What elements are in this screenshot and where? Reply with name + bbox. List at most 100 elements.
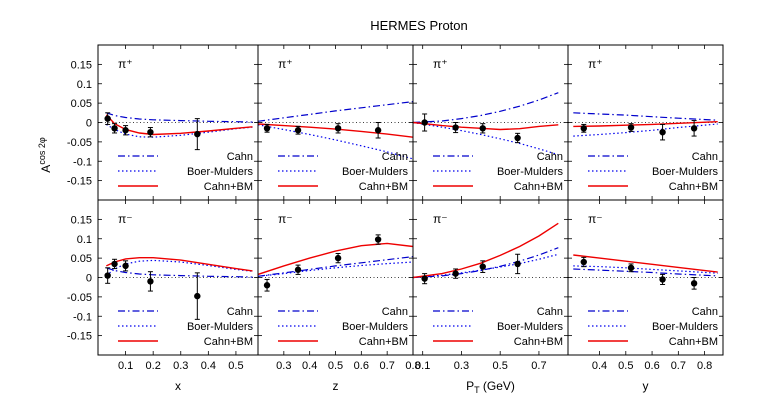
curve-cahn-bm — [106, 257, 253, 272]
curve-cahn — [413, 247, 559, 279]
curve-cahn — [106, 267, 253, 278]
panel-r0c0: -0.15 -0.1 -0.05 0 0.05 0.1 0.15 π⁺ Cahn Boer-Mul… — [67, 44, 259, 201]
data-point — [104, 115, 111, 122]
y-tick-label: 0.1 — [77, 234, 92, 246]
figure-title: HERMES Proton — [370, 18, 468, 33]
data-point — [659, 276, 666, 283]
x-tick-label: 0.7 — [531, 360, 546, 372]
legend-label: Cahn — [382, 151, 408, 163]
curve-boer-mulders — [413, 253, 559, 279]
data-point — [690, 125, 698, 132]
x-tick-label: 0.3 — [276, 360, 291, 372]
data-point — [479, 263, 486, 270]
x-tick-label: 0.5 — [328, 360, 343, 372]
curve-cahn — [258, 256, 413, 277]
legend-label: Boer-Mulders — [497, 321, 564, 333]
legend-label: Cahn — [692, 306, 718, 318]
data-point — [294, 127, 302, 134]
legend-label: Cahn — [537, 151, 563, 163]
data-point — [111, 125, 118, 132]
x-tick-label: 0.7 — [671, 360, 686, 372]
y-tick-label: 0.05 — [71, 98, 92, 110]
panel-label: π⁺ — [433, 57, 448, 71]
curve-cahn — [573, 268, 718, 277]
legend-label: Cahn+BM — [514, 181, 563, 193]
legend-label: Cahn+BM — [204, 181, 253, 193]
legend-label: Cahn+BM — [514, 336, 563, 348]
x-tick-label: 0.5 — [493, 360, 508, 372]
y-tick-label: -0.05 — [67, 292, 92, 304]
curve-cahn — [106, 112, 253, 123]
x-tick-label: 0.4 — [302, 360, 317, 372]
panel-r1c0: -0.15 -0.1 -0.05 0 0.05 0.1 0.15 0.1 0.2 0.3 0.4 0.… — [67, 199, 259, 393]
panel-label: π⁺ — [118, 57, 133, 71]
y-tick-label: 0 — [86, 118, 92, 130]
data-point — [514, 134, 521, 142]
curve-cahn-bm — [258, 242, 413, 276]
y-tick-label: 0 — [86, 273, 92, 285]
legend-label: Cahn+BM — [669, 181, 718, 193]
x-tick-label: 0.3 — [173, 360, 188, 372]
x-tick-label: 0.2 — [146, 360, 161, 372]
data-point — [147, 128, 154, 136]
data-point — [374, 127, 382, 134]
data-point — [294, 266, 302, 273]
curve-boer-mulders — [258, 124, 413, 160]
curve-cahn-bm — [413, 121, 559, 131]
data-point — [374, 236, 382, 243]
data-point — [334, 254, 342, 262]
data-point — [147, 278, 154, 285]
y-tick-label: 0.05 — [71, 253, 92, 265]
curve-cahn — [573, 112, 718, 121]
curve-cahn — [258, 101, 413, 122]
panel-r1c3: 0.4 0.5 0.6 0.7 0.8 y π⁻ Cahn Boer-Mulders Cahn+B… — [567, 199, 724, 393]
curve-cahn-bm — [573, 121, 718, 128]
data-point — [514, 260, 521, 268]
legend-label: Boer-Mulders — [652, 166, 719, 178]
data-point — [452, 124, 459, 131]
legend-label: Boer-Mulders — [342, 166, 409, 178]
legend-label: Boer-Mulders — [497, 166, 564, 178]
curve-boer-mulders — [105, 259, 253, 277]
data-point — [421, 275, 428, 282]
x-tick-label: 0.6 — [644, 360, 659, 372]
panel-frame — [567, 199, 724, 356]
x-tick-label: 0.3 — [454, 360, 469, 372]
curve-cahn — [413, 92, 559, 124]
panel-r1c1: 0.3 0.4 0.5 0.6 0.7 0.8 z π⁻ Cahn Boer-Mulders Cah… — [257, 199, 421, 393]
y-tick-label: 0.15 — [71, 214, 92, 226]
legend-label: Cahn — [227, 151, 253, 163]
curve-boer-mulders — [413, 121, 559, 156]
x-tick-label: 0.5 — [228, 360, 243, 372]
data-point — [122, 127, 129, 134]
legend-label: Cahn — [692, 151, 718, 163]
data-point — [627, 124, 635, 131]
data-point — [263, 282, 271, 289]
panel-label: π⁺ — [588, 57, 603, 71]
legend-label: Cahn — [537, 306, 563, 318]
legend-label: Cahn+BM — [359, 336, 408, 348]
panel-label: π⁺ — [278, 57, 293, 71]
x-tick-label: 0.6 — [354, 360, 369, 372]
x-tick-label: 0.4 — [592, 360, 607, 372]
x-axis-label: PT (GeV) — [466, 379, 515, 395]
x-axis-label: y — [643, 379, 649, 393]
panel-r1c2: 0.1 0.3 0.5 0.7 PT (GeV) π⁻ Cahn Boer-Mulders Ca… — [412, 199, 569, 395]
x-tick-label: 0.4 — [201, 360, 216, 372]
data-point — [690, 280, 698, 287]
legend-label: Cahn — [382, 306, 408, 318]
data-point — [334, 125, 342, 132]
curve-boer-mulders — [258, 261, 413, 277]
data-point — [627, 264, 635, 272]
curve-cahn-bm — [105, 114, 253, 136]
y-tick-label: -0.1 — [73, 156, 92, 168]
panel-grid: -0.15 -0.1 -0.05 0 0.05 0.1 0.15 π⁺ Cahn Boer-Mul… — [67, 44, 724, 395]
data-point — [122, 262, 129, 270]
panel-label: π⁻ — [588, 212, 603, 226]
y-tick-label: 0.1 — [77, 79, 92, 91]
curve-cahn-bm — [258, 123, 413, 138]
x-tick-label: 0.1 — [415, 360, 430, 372]
data-point — [111, 260, 118, 268]
x-axis-label: z — [333, 379, 339, 393]
